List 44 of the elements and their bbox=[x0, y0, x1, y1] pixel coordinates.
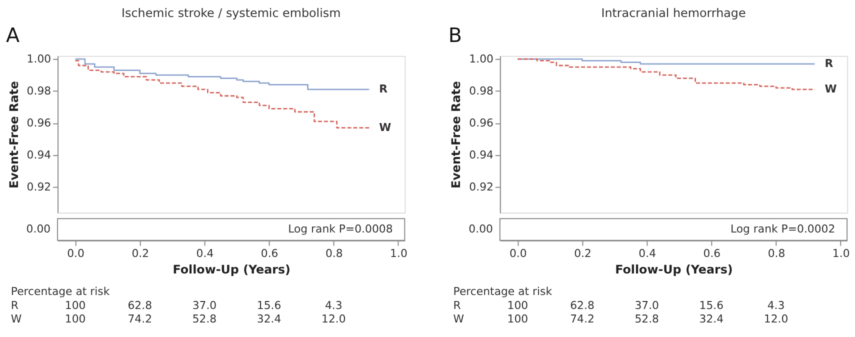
text: 0.00 bbox=[468, 222, 494, 236]
y-tick-label: 0.96 bbox=[26, 116, 52, 130]
chart-title: Ischemic stroke / systemic embolism bbox=[122, 6, 341, 20]
x-tick-label: 0.2 bbox=[132, 246, 150, 260]
x-tick-label: 0.0 bbox=[509, 246, 527, 260]
x-axis-title: Follow-Up (Years) bbox=[172, 262, 290, 277]
x-tick-label: 1.0 bbox=[832, 246, 850, 260]
text: R 100 62.8 37.0 15.6 4.3 bbox=[453, 298, 785, 312]
text: B bbox=[448, 24, 462, 48]
y-tick-label: 0.92 bbox=[469, 180, 494, 194]
y-tick-label: 0.96 bbox=[469, 116, 494, 130]
x-tick-label: 0.6 bbox=[260, 246, 278, 260]
series-label: R bbox=[379, 82, 388, 96]
text: W 100 74.2 52.8 32.4 12.0 bbox=[453, 312, 788, 326]
text: W 100 74.2 52.8 32.4 12.0 bbox=[10, 312, 346, 326]
y-tick-label: 1.00 bbox=[469, 52, 494, 66]
chart-title: Intracranial hemorrhage bbox=[601, 6, 746, 20]
text: Percentage at risk bbox=[10, 284, 110, 298]
x-tick-label: 1.0 bbox=[390, 246, 408, 260]
x-tick-label: 0.8 bbox=[768, 246, 786, 260]
series-label: W bbox=[824, 82, 837, 96]
text: Log rank P=0.0002 bbox=[730, 222, 836, 236]
x-tick-label: 0.4 bbox=[638, 246, 656, 260]
text: A bbox=[6, 24, 20, 48]
y-axis-title: Event-Free Rate bbox=[6, 81, 21, 188]
text: 0.00 bbox=[26, 222, 51, 236]
x-tick-label: 0.4 bbox=[196, 246, 214, 260]
y-axis-title: Event-Free Rate bbox=[449, 81, 464, 188]
y-tick-label: 1.00 bbox=[26, 52, 52, 66]
x-axis-title: Follow-Up (Years) bbox=[615, 262, 733, 277]
text: Log rank P=0.0008 bbox=[288, 222, 393, 236]
series-label: W bbox=[379, 120, 392, 134]
x-tick-label: 0.0 bbox=[67, 246, 85, 260]
text: R 100 62.8 37.0 15.6 4.3 bbox=[10, 298, 342, 312]
series-label: R bbox=[824, 56, 834, 70]
x-tick-label: 0.6 bbox=[703, 246, 721, 260]
y-tick-label: 0.98 bbox=[26, 84, 52, 98]
text: Percentage at risk bbox=[453, 284, 553, 298]
y-tick-label: 0.98 bbox=[469, 84, 494, 98]
y-tick-label: 0.94 bbox=[469, 148, 494, 162]
x-tick-label: 0.8 bbox=[325, 246, 343, 260]
x-tick-label: 0.2 bbox=[574, 246, 592, 260]
y-tick-label: 0.92 bbox=[26, 180, 52, 194]
y-tick-label: 0.94 bbox=[26, 148, 52, 162]
